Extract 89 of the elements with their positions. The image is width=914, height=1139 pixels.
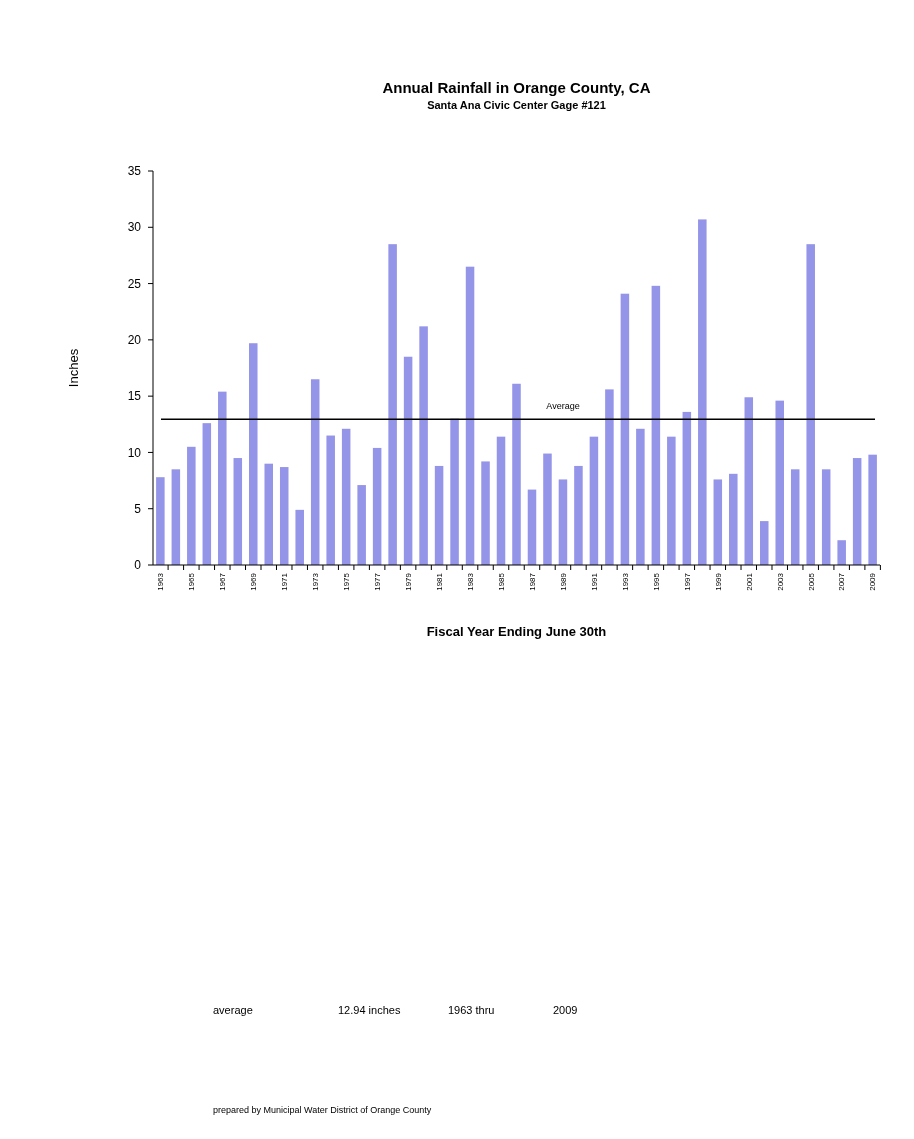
bar <box>620 293 630 565</box>
bar <box>729 473 738 565</box>
x-tick-label: 1969 <box>249 572 259 591</box>
bar <box>527 489 537 565</box>
bar <box>357 485 366 565</box>
bar <box>218 391 227 565</box>
y-tick-label: 5 <box>134 501 142 516</box>
bar <box>279 467 289 565</box>
bar <box>295 509 304 565</box>
bar <box>713 479 723 565</box>
x-tick-label: 1977 <box>372 572 382 591</box>
y-tick-label: 15 <box>127 389 142 404</box>
x-tick-label: 1993 <box>620 572 630 591</box>
bar <box>512 383 521 565</box>
bar <box>341 428 351 565</box>
bar <box>651 285 661 565</box>
bar <box>264 463 274 565</box>
x-tick-label: 1995 <box>651 572 661 591</box>
bar <box>852 458 862 565</box>
x-tick-label: 1975 <box>341 572 351 591</box>
bar <box>326 435 335 565</box>
bar <box>806 244 815 565</box>
chart-subtitle: Santa Ana Civic Center Gage #121 <box>427 99 606 111</box>
text: 12.94 inches <box>338 1004 401 1016</box>
bar <box>667 436 676 565</box>
bar <box>698 219 707 565</box>
bar <box>821 469 831 565</box>
x-tick-label: 1965 <box>187 572 197 591</box>
x-tick-label: 1983 <box>465 572 475 591</box>
bar <box>171 469 181 565</box>
x-tick-label: 1985 <box>496 572 506 591</box>
bar <box>310 379 320 565</box>
x-tick-label: 1999 <box>713 572 723 591</box>
x-tick-label: 2005 <box>806 572 816 591</box>
bar <box>372 447 382 565</box>
bar <box>156 477 165 565</box>
x-tick-label: 1997 <box>682 572 692 591</box>
bar <box>202 423 212 565</box>
bar <box>605 389 614 565</box>
bar <box>419 326 428 565</box>
y-tick-label: 20 <box>127 333 142 348</box>
bar <box>574 465 583 565</box>
bar <box>589 436 599 565</box>
bar <box>465 266 475 565</box>
x-tick-label: 2009 <box>868 572 878 591</box>
text: average <box>213 1004 253 1016</box>
y-axis-title: Inches <box>66 348 81 388</box>
bar <box>760 521 769 565</box>
x-tick-label: 2003 <box>775 572 785 591</box>
x-tick-label: 1973 <box>311 572 320 591</box>
bar <box>496 436 506 565</box>
bar <box>790 469 800 565</box>
x-tick-label: 2001 <box>744 572 754 591</box>
bar <box>450 418 459 565</box>
bar <box>249 343 258 565</box>
text: 2009 <box>553 1004 578 1016</box>
x-tick-label: 1989 <box>558 572 568 591</box>
bar <box>187 446 196 565</box>
x-tick-label: 1991 <box>589 572 599 591</box>
bar <box>744 397 754 565</box>
y-tick-label: 10 <box>127 445 142 460</box>
y-tick-label: 0 <box>134 558 142 573</box>
bar <box>388 244 397 565</box>
x-tick-label: 1971 <box>280 572 290 591</box>
ref-line-label: Average <box>546 401 580 412</box>
text: prepared by Municipal Water District of Orange County <box>213 1105 432 1115</box>
x-tick-label: 2007 <box>837 572 847 591</box>
bar <box>682 411 692 565</box>
x-tick-label: 1981 <box>434 572 444 591</box>
bar <box>543 453 552 565</box>
bar <box>434 465 444 565</box>
y-tick-label: 30 <box>127 220 142 235</box>
bar <box>837 540 846 565</box>
x-tick-label: 1987 <box>527 572 537 591</box>
text: 1963 thru <box>448 1004 495 1016</box>
x-axis-title: Fiscal Year Ending June 30th <box>426 624 607 639</box>
x-tick-label: 1979 <box>403 572 413 591</box>
y-tick-label: 35 <box>127 164 142 179</box>
bar <box>775 400 784 565</box>
bar <box>481 461 490 565</box>
bar <box>558 479 568 565</box>
bar <box>233 458 243 565</box>
x-tick-label: 1963 <box>156 572 166 591</box>
x-tick-label: 1967 <box>218 572 228 591</box>
bar <box>636 428 645 565</box>
bar <box>868 454 877 565</box>
bar <box>403 356 413 565</box>
chart-title: Annual Rainfall in Orange County, CA <box>382 79 651 96</box>
y-tick-label: 25 <box>127 276 142 291</box>
